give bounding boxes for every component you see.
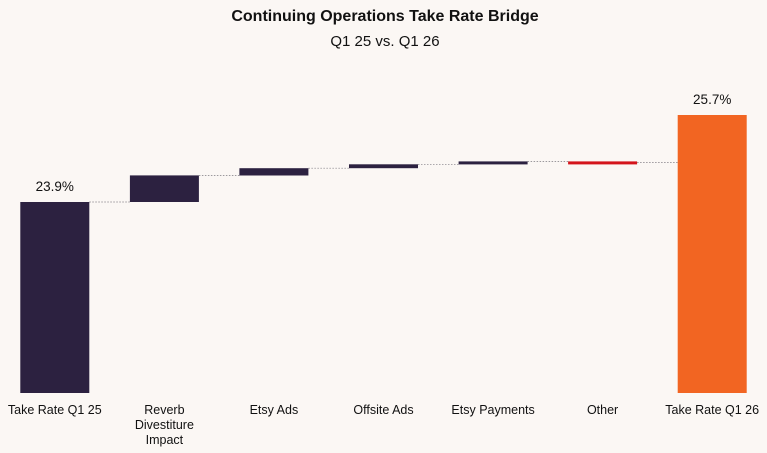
bar-etsy-payments [458, 161, 528, 165]
category-tick-label: Take Rate Q1 25 [8, 403, 102, 417]
category-tick-label: Offsite Ads [353, 403, 413, 417]
category-tick-label: Take Rate Q1 26 [665, 403, 759, 417]
bar-group [20, 115, 747, 393]
category-tick-label: Etsy Payments [451, 403, 534, 417]
bar-other [568, 161, 638, 165]
data-label: 25.7% [693, 92, 731, 107]
category-tick-label: Reverb Divestiture Impact [135, 403, 194, 447]
category-label-group: Take Rate Q1 25 Reverb Divestiture Impact Et… [8, 403, 759, 447]
connector-lines [89, 161, 678, 203]
chart-title: Continuing Operations Take Rate Bridge [231, 8, 538, 25]
bar-reverb-divestiture-impact [129, 175, 199, 202]
chart-subtitle: Q1 25 vs. Q1 26 [330, 33, 439, 50]
data-label-group: 23.9% 25.7% [36, 92, 732, 194]
bar-etsy-ads [239, 168, 309, 176]
bar-take-rate-q1-26 [677, 115, 747, 393]
bar-offsite-ads [349, 164, 418, 169]
data-label: 23.9% [36, 179, 74, 194]
bar-take-rate-q1-25 [20, 202, 90, 393]
category-tick-label: Other [587, 403, 618, 417]
category-tick-label: Etsy Ads [250, 403, 299, 417]
